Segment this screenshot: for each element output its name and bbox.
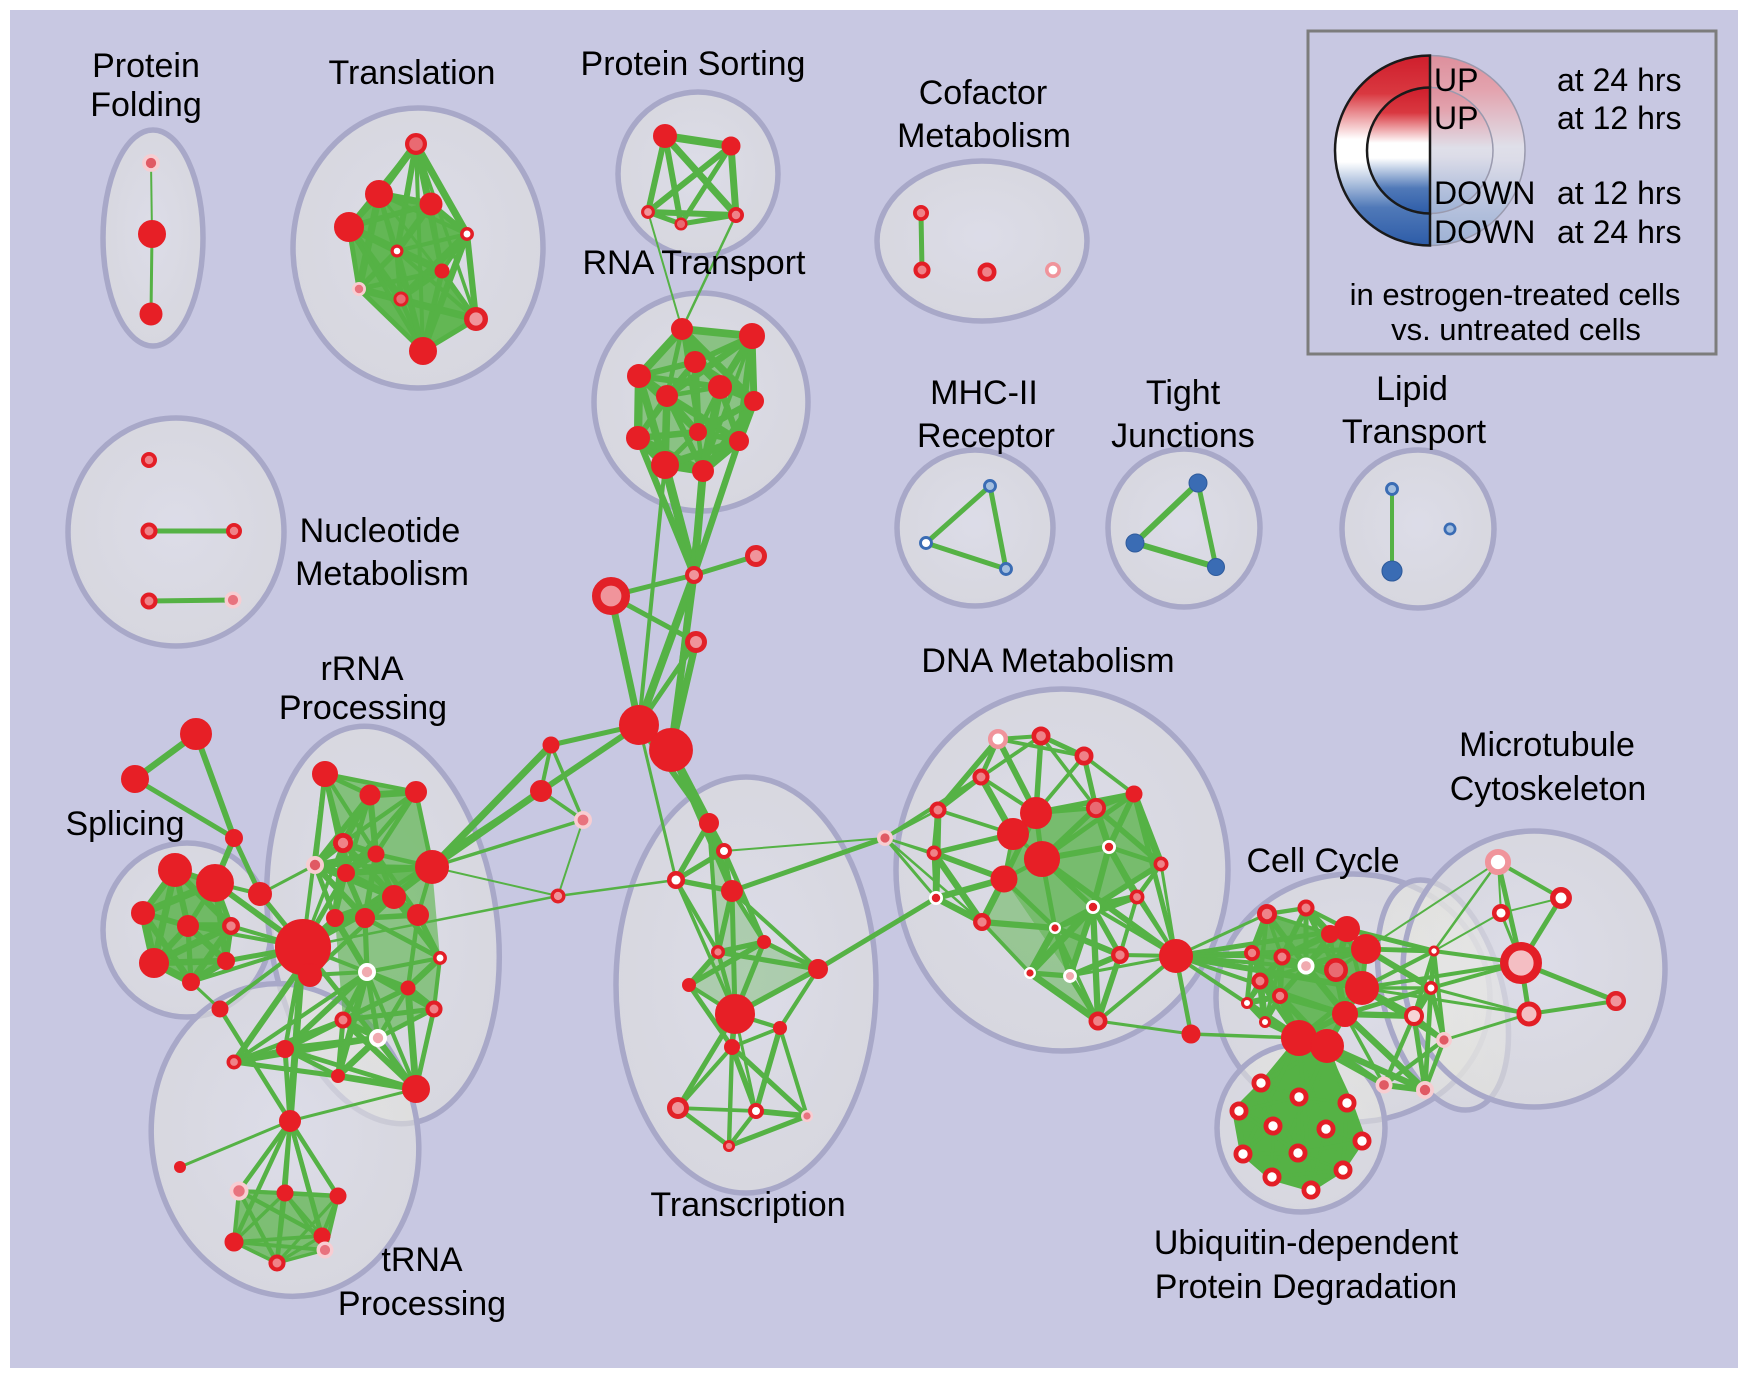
svg-text:at 24 hrs: at 24 hrs	[1557, 62, 1682, 98]
svg-text:in estrogen-treated cells: in estrogen-treated cells	[1350, 277, 1681, 312]
svg-text:at 12 hrs: at 12 hrs	[1557, 175, 1682, 211]
svg-text:RNA Transport: RNA Transport	[583, 244, 807, 282]
svg-text:rRNA: rRNA	[320, 650, 403, 688]
svg-text:Cofactor: Cofactor	[919, 74, 1048, 112]
svg-text:Tight: Tight	[1146, 374, 1221, 412]
svg-text:at 24 hrs: at 24 hrs	[1557, 214, 1682, 250]
svg-text:MHC-II: MHC-II	[930, 374, 1038, 412]
svg-text:Transcription: Transcription	[650, 1186, 845, 1224]
svg-text:tRNA: tRNA	[381, 1241, 463, 1279]
svg-text:Junctions: Junctions	[1111, 417, 1255, 455]
svg-text:Lipid: Lipid	[1376, 370, 1448, 408]
svg-text:Protein Sorting: Protein Sorting	[581, 45, 806, 83]
svg-text:Protein Degradation: Protein Degradation	[1155, 1268, 1457, 1306]
svg-text:Metabolism: Metabolism	[897, 117, 1071, 155]
svg-text:Translation: Translation	[329, 54, 496, 92]
svg-text:Ubiquitin-dependent: Ubiquitin-dependent	[1154, 1224, 1459, 1262]
svg-text:DOWN: DOWN	[1434, 175, 1535, 211]
svg-text:Folding: Folding	[90, 86, 202, 124]
svg-text:Cytoskeleton: Cytoskeleton	[1450, 770, 1647, 808]
svg-text:Splicing: Splicing	[65, 805, 184, 843]
svg-text:Protein: Protein	[92, 47, 200, 85]
svg-text:Processing: Processing	[279, 689, 447, 727]
svg-text:UP: UP	[1434, 62, 1478, 98]
svg-text:Transport: Transport	[1342, 413, 1487, 451]
svg-text:Receptor: Receptor	[917, 417, 1055, 455]
svg-text:Processing: Processing	[338, 1285, 506, 1323]
svg-text:DOWN: DOWN	[1434, 214, 1535, 250]
svg-text:UP: UP	[1434, 100, 1478, 136]
svg-text:Cell Cycle: Cell Cycle	[1246, 842, 1399, 880]
svg-text:DNA Metabolism: DNA Metabolism	[921, 642, 1174, 680]
svg-text:Metabolism: Metabolism	[295, 555, 469, 593]
svg-text:at 12 hrs: at 12 hrs	[1557, 100, 1682, 136]
svg-text:Microtubule: Microtubule	[1459, 726, 1635, 764]
svg-text:vs. untreated cells: vs. untreated cells	[1391, 312, 1641, 347]
svg-text:Nucleotide: Nucleotide	[300, 512, 461, 550]
